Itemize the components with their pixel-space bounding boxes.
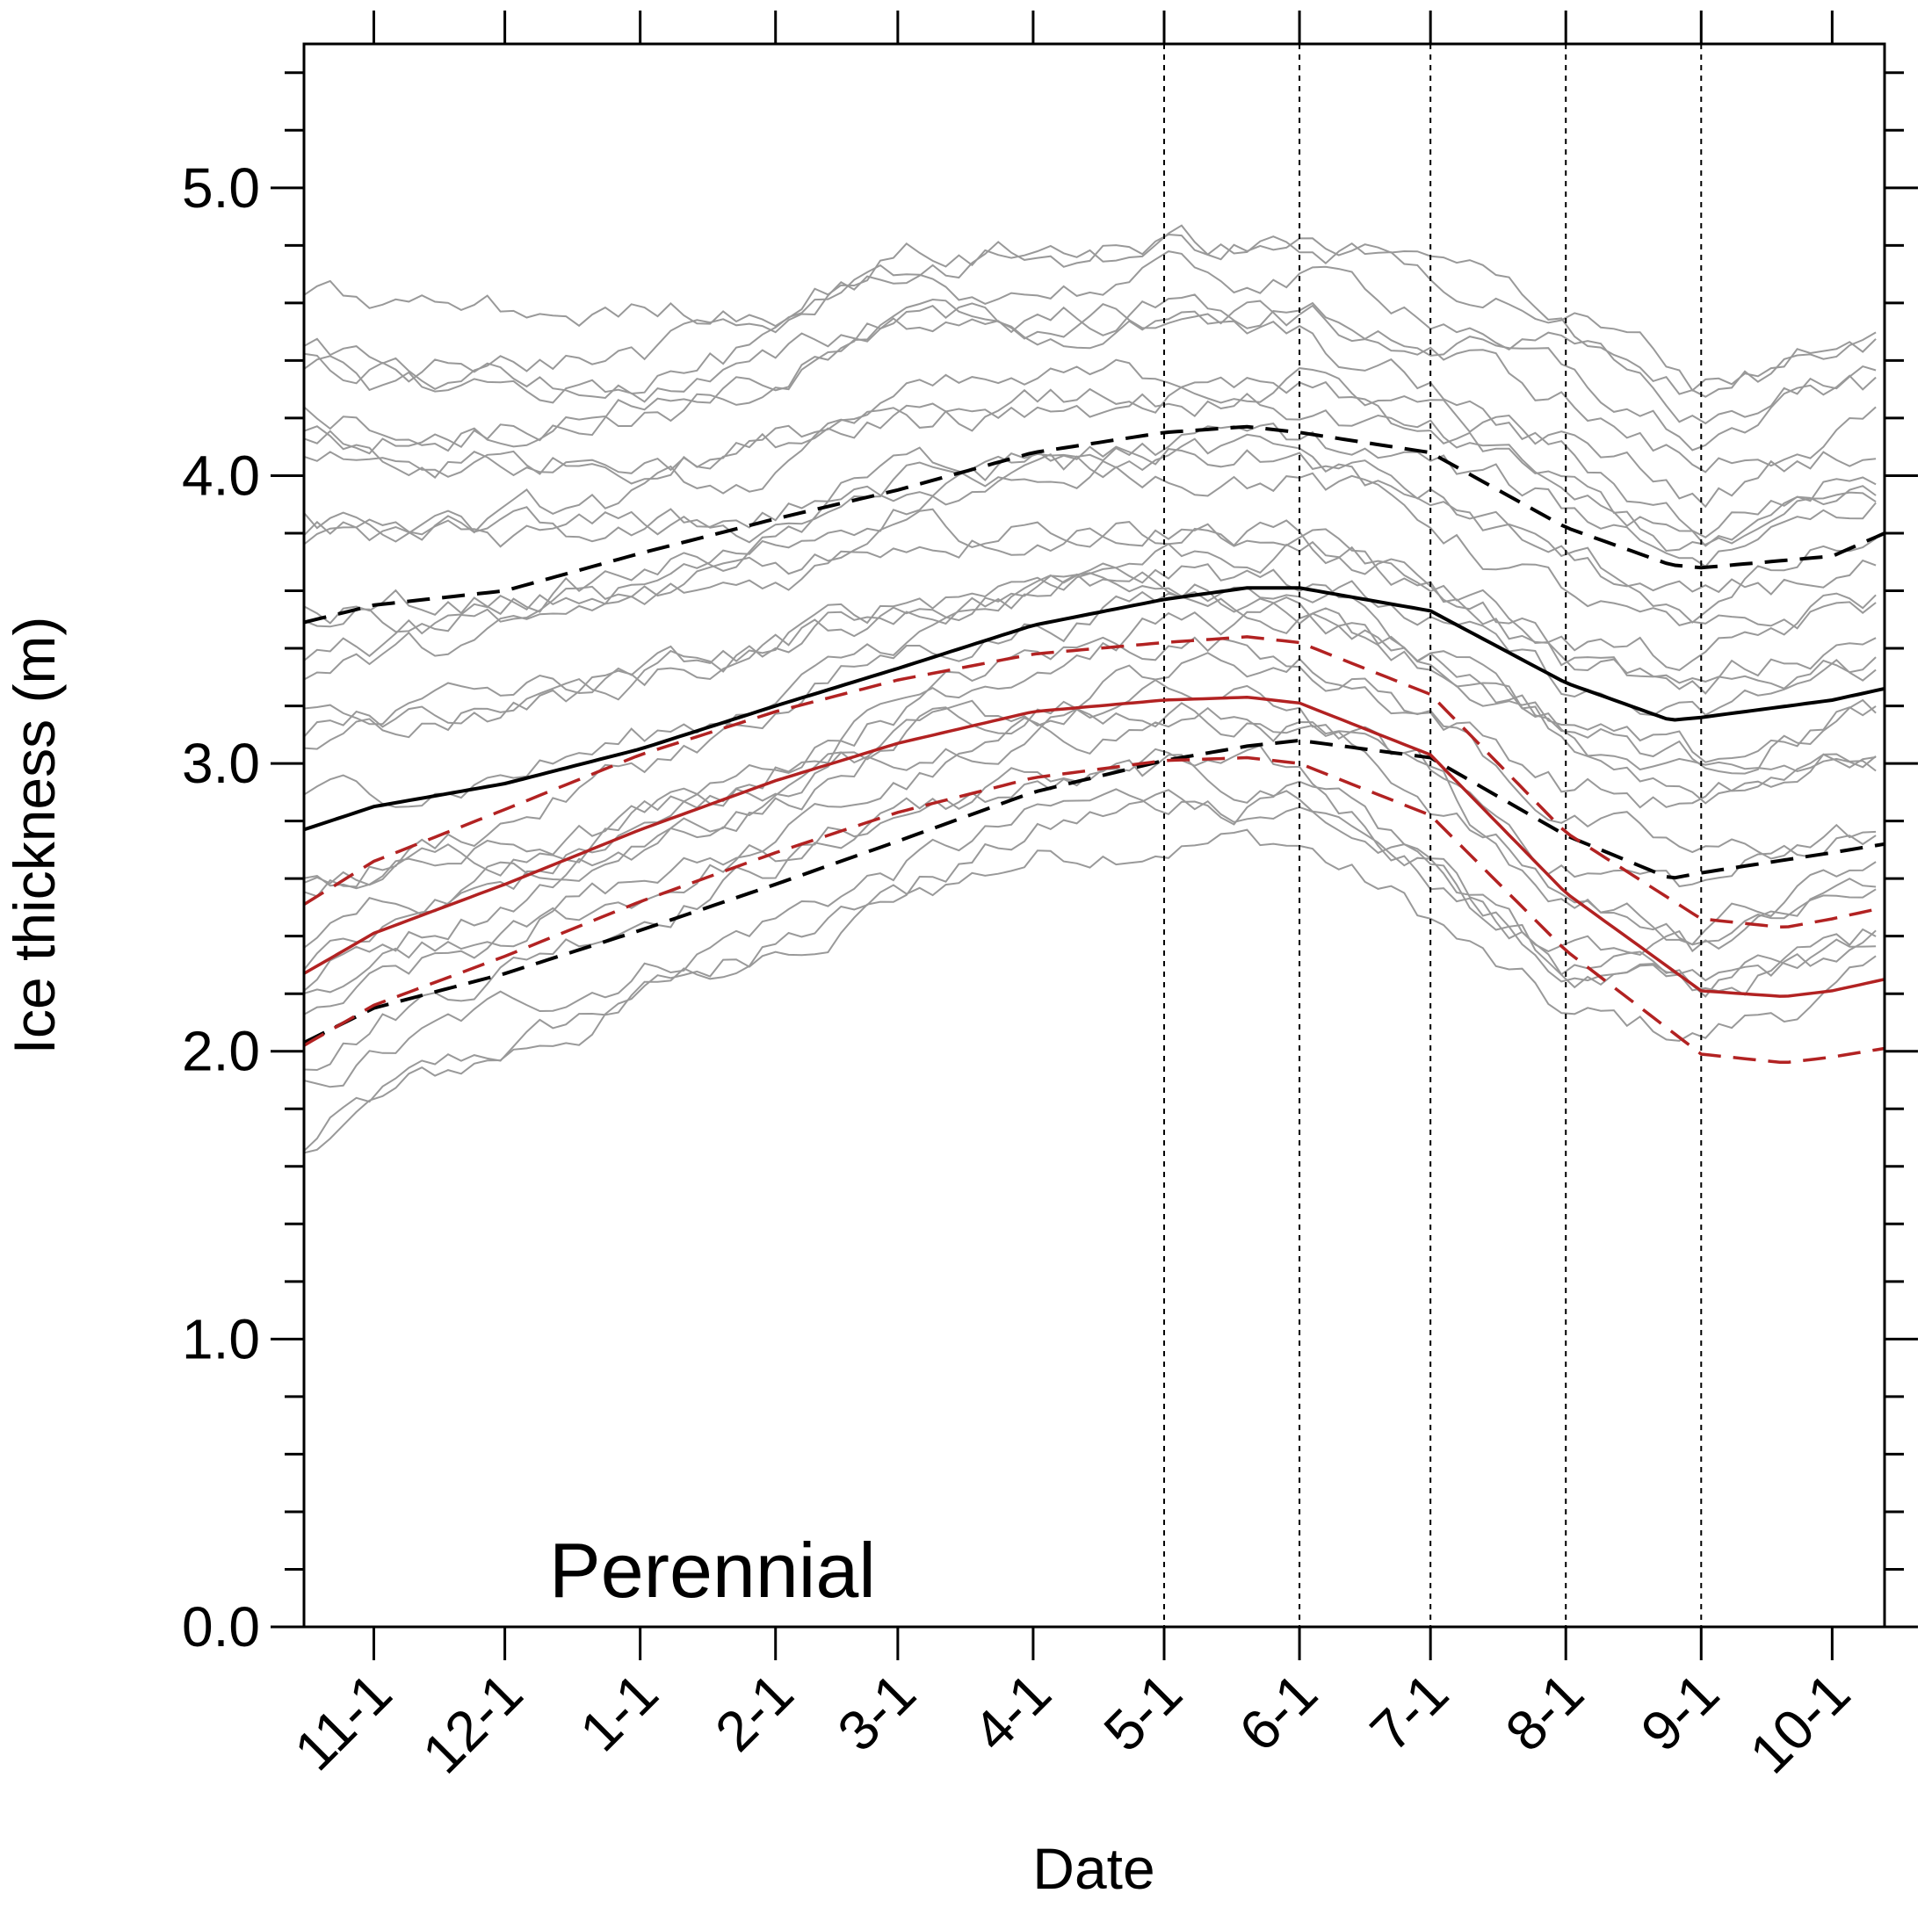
x-tick-label: 7-1 bbox=[1358, 1661, 1460, 1763]
x-tick-label: 11-1 bbox=[282, 1661, 403, 1782]
ensemble-member-line bbox=[303, 392, 1877, 547]
series-line-black-dashed bbox=[303, 738, 1885, 1044]
y-tick-label: 5.0 bbox=[182, 156, 260, 220]
y-tick-label: 3.0 bbox=[182, 732, 260, 795]
ensemble-member-line bbox=[303, 780, 1877, 1088]
x-tick-label: 3-1 bbox=[825, 1661, 927, 1763]
x-tick-label: 2-1 bbox=[703, 1661, 805, 1763]
x-tick-label: 4-1 bbox=[961, 1661, 1063, 1763]
ensemble-member-line bbox=[303, 540, 1877, 726]
ensemble-member-line bbox=[303, 706, 1877, 1015]
ensemble-member-line bbox=[303, 376, 1877, 553]
ensemble-member-line bbox=[303, 293, 1877, 452]
y-axis-label: Ice thickness (m) bbox=[2, 617, 67, 1055]
y-tick-label: 0.0 bbox=[182, 1595, 260, 1658]
series-line-black-dashed bbox=[303, 424, 1885, 625]
ensemble-member-line bbox=[303, 302, 1877, 538]
series-line-red-solid bbox=[303, 695, 1885, 998]
ensemble-member-line bbox=[303, 828, 1877, 1152]
x-tick-label: 12-1 bbox=[410, 1661, 534, 1785]
ensemble-member-line bbox=[303, 523, 1877, 690]
ensemble-member-line bbox=[303, 636, 1877, 971]
series-line-red-dashed bbox=[303, 635, 1885, 929]
ensemble-member-line bbox=[303, 571, 1877, 763]
ensemble-member-line bbox=[303, 358, 1877, 509]
ensemble-member-line bbox=[303, 562, 1877, 898]
plot-frame bbox=[302, 42, 1886, 1629]
ensemble-member-line bbox=[303, 652, 1877, 890]
ensemble-member-line bbox=[303, 572, 1877, 738]
ensemble-member-line bbox=[303, 445, 1877, 625]
ensemble-member-line bbox=[303, 452, 1877, 661]
chart-annotation: Perennial bbox=[549, 1527, 876, 1614]
x-tick-label: 6-1 bbox=[1227, 1661, 1329, 1763]
y-tick-label: 4.0 bbox=[182, 444, 260, 507]
x-tick-label: 10-1 bbox=[1738, 1661, 1862, 1785]
series-line-black-solid bbox=[303, 586, 1885, 832]
ensemble-member-line bbox=[303, 508, 1877, 671]
ensemble-member-line bbox=[303, 250, 1877, 425]
x-tick-label: 9-1 bbox=[1629, 1661, 1731, 1763]
ensemble-member-line bbox=[303, 423, 1877, 568]
ensemble-member-line bbox=[303, 702, 1877, 992]
y-tick-label: 1.0 bbox=[182, 1307, 260, 1370]
ensemble-member-line bbox=[303, 298, 1877, 473]
ensemble-member-line bbox=[303, 224, 1877, 392]
x-tick-label: 5-1 bbox=[1092, 1661, 1194, 1763]
x-tick-label: 8-1 bbox=[1494, 1661, 1596, 1763]
ensemble-member-line bbox=[303, 679, 1877, 949]
ensemble-member-line bbox=[303, 433, 1877, 624]
x-axis-label: Date bbox=[1032, 1836, 1154, 1901]
y-tick-label: 2.0 bbox=[182, 1020, 260, 1083]
ensemble-member-line bbox=[303, 754, 1877, 994]
ensemble-member-line bbox=[303, 789, 1877, 1154]
ensemble-member-line bbox=[303, 590, 1877, 808]
x-tick-label: 1-1 bbox=[568, 1661, 669, 1763]
series-line-red-dashed bbox=[303, 755, 1885, 1065]
ensemble-member-line bbox=[303, 233, 1877, 398]
